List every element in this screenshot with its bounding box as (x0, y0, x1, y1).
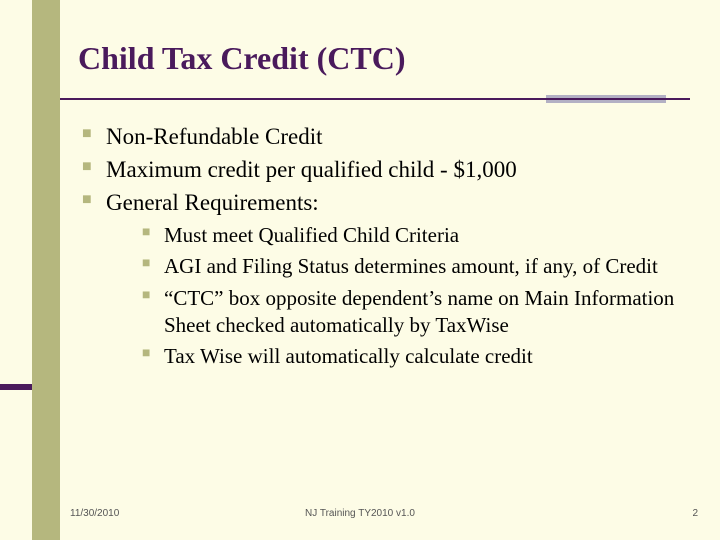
bullet-list-level2: Must meet Qualified Child Criteria AGI a… (142, 222, 690, 370)
list-item: Non-Refundable Credit (82, 121, 690, 152)
bullet-text: Non-Refundable Credit (106, 124, 323, 149)
slide-content: Child Tax Credit (CTC) Non-Refundable Cr… (68, 0, 720, 540)
bullet-text: “CTC” box opposite dependent’s name on M… (164, 286, 674, 337)
left-accent-bar (0, 384, 32, 390)
bullet-text: Must meet Qualified Child Criteria (164, 223, 459, 247)
bullet-list-level1: Non-Refundable Credit Maximum credit per… (82, 121, 690, 371)
title-rule (76, 95, 690, 103)
title-rule-line (60, 98, 690, 100)
bullet-text: Maximum credit per qualified child - $1,… (106, 157, 517, 182)
bullet-text: General Requirements: (106, 190, 319, 215)
footer-center: NJ Training TY2010 v1.0 (0, 508, 720, 519)
slide-title: Child Tax Credit (CTC) (78, 40, 690, 77)
bullet-text: Tax Wise will automatically calculate cr… (164, 344, 533, 368)
list-item: Maximum credit per qualified child - $1,… (82, 154, 690, 185)
list-item: Tax Wise will automatically calculate cr… (142, 343, 690, 370)
bullet-text: AGI and Filing Status determines amount,… (164, 254, 658, 278)
list-item: AGI and Filing Status determines amount,… (142, 253, 690, 280)
list-item: Must meet Qualified Child Criteria (142, 222, 690, 249)
slide-footer: 11/30/2010 NJ Training TY2010 v1.0 2 (0, 508, 720, 526)
footer-page: 2 (692, 508, 698, 519)
list-item: “CTC” box opposite dependent’s name on M… (142, 285, 690, 340)
slide-sidebar (32, 0, 60, 540)
list-item: General Requirements: Must meet Qualifie… (82, 187, 690, 371)
